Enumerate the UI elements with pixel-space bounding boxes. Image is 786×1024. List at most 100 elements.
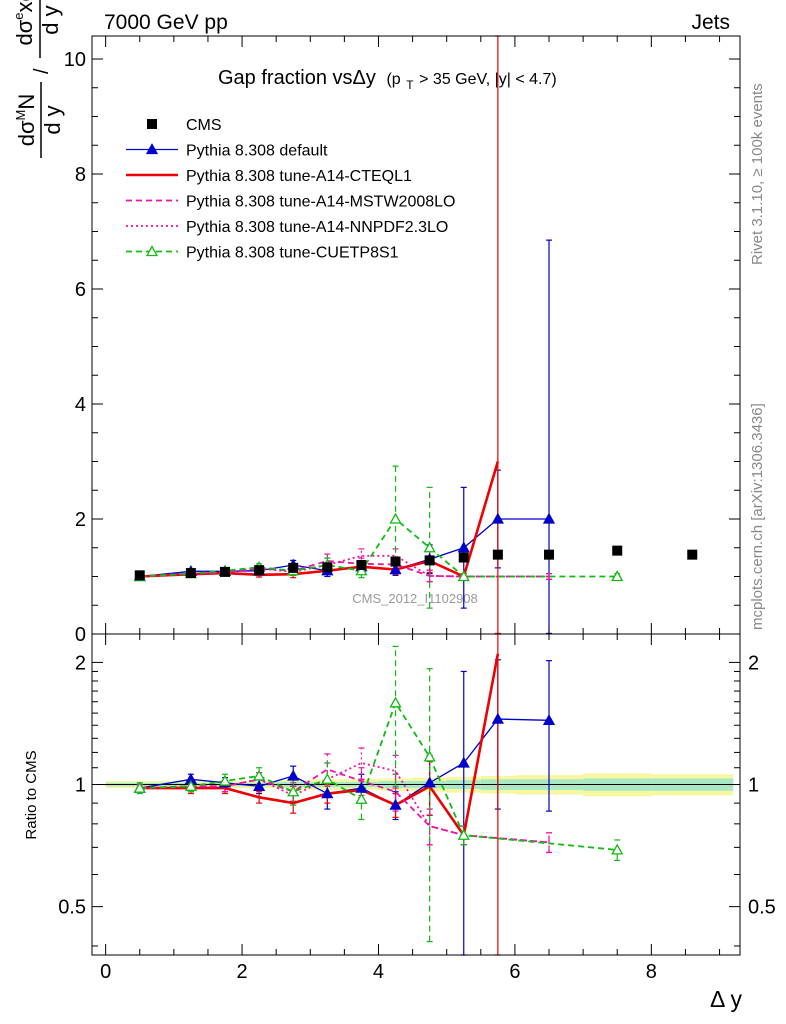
ratio-plot-frame bbox=[91, 633, 741, 956]
ratio-point bbox=[611, 843, 624, 855]
ratio-series-lines bbox=[139, 653, 618, 851]
ratio-point bbox=[423, 750, 436, 762]
main-data-point bbox=[492, 549, 503, 560]
ratio-y-tick-label-right: 0.5 bbox=[748, 897, 776, 919]
legend-label: Pythia 8.308 default bbox=[186, 143, 328, 160]
ratio-y-tick-label-left: 0.5 bbox=[58, 897, 86, 919]
chart-title-cut: (p bbox=[386, 71, 400, 88]
ratio-y-axis-label: Ratio to CMS bbox=[23, 750, 40, 839]
side-label-mcplots: mcplots.cern.ch [arXiv:1306.3436] bbox=[749, 403, 766, 630]
main-point bbox=[542, 512, 556, 524]
y-label-mid-sup: e bbox=[11, 12, 26, 19]
main-point bbox=[355, 564, 368, 576]
main-point bbox=[423, 541, 436, 553]
chart-title-main: Gap fraction vsΔy bbox=[218, 67, 376, 89]
side-label-rivet: Rivet 3.1.10, ≥ 100k events bbox=[749, 83, 766, 265]
main-data-point bbox=[390, 556, 401, 567]
ratio-markers bbox=[133, 696, 624, 855]
main-y-tick-label: 2 bbox=[75, 509, 86, 531]
ratio-point bbox=[491, 712, 504, 724]
main-data-point bbox=[254, 565, 265, 576]
ratio-point bbox=[389, 798, 402, 810]
ratio-point bbox=[355, 792, 368, 804]
ratio-point bbox=[389, 696, 402, 708]
main-markers bbox=[133, 512, 698, 582]
ratio-error-bars bbox=[136, 633, 621, 956]
x-tick-label: 6 bbox=[509, 961, 520, 983]
ratio-point bbox=[457, 828, 470, 840]
ratio-series-line bbox=[139, 768, 550, 844]
main-data-point bbox=[356, 560, 367, 570]
y-label-mid-main: dσ bbox=[12, 19, 37, 45]
header-right: Jets bbox=[691, 11, 730, 34]
chart-title-cut-sub: T bbox=[406, 78, 414, 92]
legend-marker-data bbox=[147, 119, 157, 129]
y-label-num-main: dσ bbox=[14, 120, 39, 146]
main-y-tick-label: 10 bbox=[64, 49, 86, 71]
ratio-y-tick-label-right: 1 bbox=[748, 775, 759, 797]
main-data-point bbox=[134, 570, 145, 581]
ratio-point bbox=[133, 781, 146, 793]
ratio-point bbox=[542, 713, 556, 725]
main-point bbox=[457, 570, 470, 582]
ratio-y-tick-label-left: 2 bbox=[75, 652, 86, 674]
chart-title: Gap fraction vsΔy (p T > 35 GeV, |y| < 4… bbox=[218, 67, 557, 94]
ratio-series-line bbox=[139, 653, 500, 839]
main-data-point bbox=[185, 568, 196, 579]
main-series-line bbox=[139, 461, 500, 579]
main-y-ticks: 0 2 4 6 8 10 bbox=[64, 49, 740, 646]
main-data-point bbox=[687, 549, 698, 560]
main-y-tick-label: 8 bbox=[75, 164, 86, 186]
main-data-point bbox=[288, 562, 299, 573]
y-label-mid-end: xc bbox=[12, 0, 37, 12]
legend-marker bbox=[145, 143, 159, 155]
legend-label: Pythia 8.308 tune-A14-NNPDF2.3LO bbox=[186, 219, 448, 236]
ratio-y-ticks: 0.5 0.5 1 1 2 2 bbox=[58, 652, 776, 947]
y-label-denominator: d y bbox=[40, 105, 65, 134]
main-point bbox=[491, 512, 504, 524]
watermark: CMS_2012_I1102908 bbox=[352, 591, 478, 606]
ratio-y-tick-label-left: 1 bbox=[75, 775, 86, 797]
main-y-tick-label: 4 bbox=[75, 394, 86, 416]
main-y-tick-label: 6 bbox=[75, 279, 86, 301]
main-data-point bbox=[458, 552, 469, 563]
ratio-point bbox=[287, 769, 300, 781]
main-point bbox=[389, 563, 402, 575]
main-panel: 0 2 4 6 8 10 bbox=[64, 35, 741, 646]
main-point bbox=[611, 570, 624, 582]
main-data-point bbox=[612, 545, 623, 556]
x-tick-label: 8 bbox=[646, 961, 657, 983]
x-axis-label: Δ y bbox=[710, 986, 742, 1012]
y-label-denominator-2: d y bbox=[38, 5, 63, 34]
y-axis-label: dσMN d y / dσexc d y bbox=[11, 0, 65, 158]
ratio-point bbox=[321, 772, 334, 784]
x-tick-label: 2 bbox=[237, 961, 248, 983]
ratio-point bbox=[287, 785, 300, 797]
y-label-numerator: dσMN bbox=[13, 94, 39, 147]
legend: CMS Pythia 8.308 default Pythia 8.308 tune… bbox=[126, 117, 455, 262]
y-label-num-end: N bbox=[14, 94, 39, 110]
y-label-slash: / bbox=[31, 68, 53, 74]
main-y-tick-label: 0 bbox=[75, 624, 86, 646]
main-x-ticks bbox=[105, 36, 721, 634]
legend-label: Pythia 8.308 tune-A14-MSTW2008LO bbox=[186, 194, 455, 211]
x-tick-label: 0 bbox=[100, 961, 111, 983]
header-left: 7000 GeV pp bbox=[104, 11, 228, 34]
ratio-point bbox=[321, 787, 334, 799]
ratio-point bbox=[184, 779, 198, 791]
ratio-panel: 0.5 0.5 1 1 2 2 0 2 4 6 8 bbox=[58, 633, 776, 983]
ratio-point bbox=[355, 781, 368, 793]
ratio-point bbox=[253, 769, 266, 781]
legend-label: CMS bbox=[186, 117, 222, 134]
main-series-line bbox=[139, 517, 618, 578]
ratio-x-ticks: 0 2 4 6 8 bbox=[100, 634, 721, 983]
y-label-num-sup: M bbox=[13, 110, 28, 121]
main-data-point bbox=[322, 562, 333, 573]
ratio-y-tick-label-right: 2 bbox=[748, 652, 759, 674]
ratio-point bbox=[423, 776, 436, 788]
ratio-point bbox=[218, 774, 232, 786]
ratio-point bbox=[253, 779, 266, 791]
main-series-line bbox=[139, 560, 550, 578]
x-tick-label: 4 bbox=[373, 961, 384, 983]
